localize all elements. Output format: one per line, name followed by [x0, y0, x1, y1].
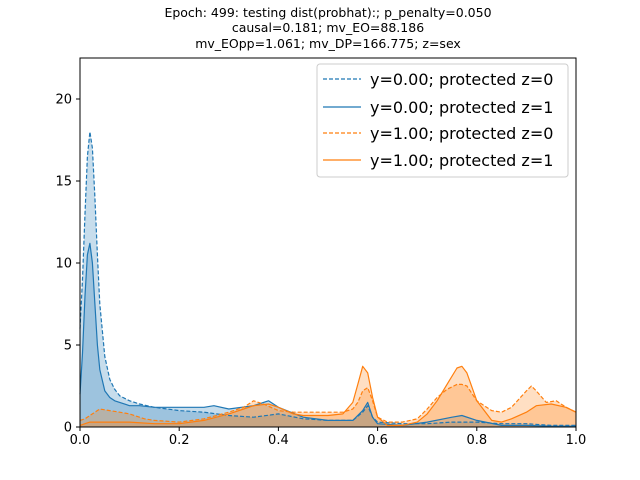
- series-lines: [79, 131, 577, 427]
- chart-title: Epoch: 499: testing dist(probhat):; p_pe…: [164, 5, 491, 51]
- series-fill-2: [80, 243, 576, 427]
- series-line-2: [79, 242, 576, 427]
- legend-box: [316, 63, 569, 178]
- y-tick-label: 10: [55, 257, 72, 272]
- x-axis: 0.0 0.2 0.4 0.6 0.8 1.0: [70, 427, 587, 448]
- series-fill-4: [80, 366, 576, 427]
- chart-title-line-3: mv_EOpp=1.061; mv_DP=166.775; z=sex: [195, 36, 461, 51]
- legend-label-3: y=1.00; protected z=0: [370, 124, 553, 143]
- series-fills: [80, 131, 576, 428]
- series-line-1: [79, 131, 576, 426]
- x-tick-label: 0.0: [70, 433, 91, 448]
- x-tick-label: 1.0: [566, 433, 587, 448]
- x-tick-label: 0.6: [367, 433, 388, 448]
- plot-area: [79, 131, 577, 428]
- axes-frame: [79, 57, 577, 428]
- series-fill-3: [80, 384, 576, 427]
- chart-title-line-1: Epoch: 499: testing dist(probhat):; p_pe…: [164, 5, 491, 20]
- x-tick-label: 0.2: [169, 433, 190, 448]
- legend-label-1: y=0.00; protected z=0: [370, 70, 553, 89]
- y-tick-label: 15: [55, 175, 72, 190]
- legend: y=0.00; protected z=0 y=0.00; protected …: [316, 63, 569, 178]
- chart-title-line-2: causal=0.181; mv_EO=88.186: [232, 20, 424, 35]
- series-line-3: [79, 383, 577, 423]
- y-axis: 0 5 10 15 20: [55, 93, 80, 436]
- x-tick-label: 0.8: [466, 433, 487, 448]
- y-tick-label: 0: [64, 421, 72, 436]
- legend-label-2: y=0.00; protected z=1: [370, 98, 553, 117]
- legend-label-4: y=1.00; protected z=1: [370, 151, 553, 170]
- y-tick-label: 5: [64, 339, 72, 354]
- y-tick-label: 20: [55, 93, 72, 108]
- x-tick-label: 0.4: [268, 433, 289, 448]
- series-line-4: [79, 365, 577, 426]
